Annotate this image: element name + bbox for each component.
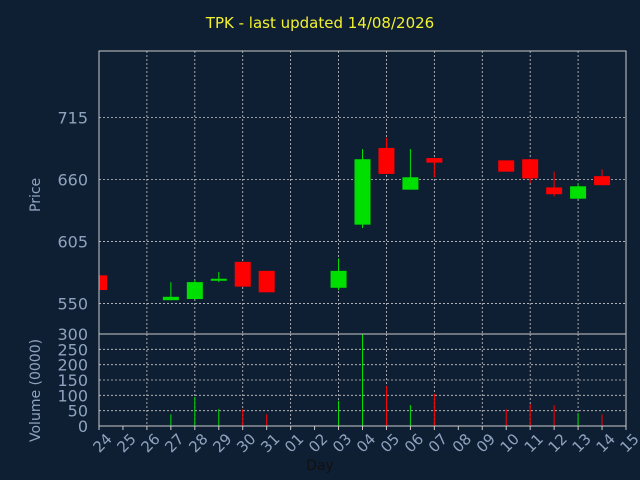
x-tick-label: 29 <box>209 430 235 456</box>
x-axis: 2425262728293031010203040506070809101112… <box>90 426 640 456</box>
x-tick-label: 02 <box>305 430 331 456</box>
volume-axis-label: Volume (0000) <box>28 338 44 442</box>
candle-body <box>99 275 107 291</box>
x-tick-label: 14 <box>593 430 619 456</box>
volume-tick-label: 100 <box>57 386 88 405</box>
x-tick-label: 10 <box>497 430 523 456</box>
x-tick-label: 06 <box>401 430 427 456</box>
x-tick-label: 28 <box>185 430 211 456</box>
x-tick-label: 15 <box>617 430 640 456</box>
x-tick-label: 08 <box>449 430 475 456</box>
x-tick-label: 13 <box>569 430 595 456</box>
x-tick-label: 24 <box>90 430 116 456</box>
x-tick-label: 09 <box>473 430 499 456</box>
x-tick-label: 04 <box>353 430 379 456</box>
chart-title: TPK - last updated 14/08/2026 <box>205 14 435 32</box>
volume-tick-label: 300 <box>57 325 88 344</box>
volume-tick-label: 150 <box>57 371 88 390</box>
candle-body <box>186 282 203 300</box>
candle-body <box>594 176 611 186</box>
price-tick-label: 550 <box>57 295 88 314</box>
candle-body <box>546 187 563 195</box>
candle-body <box>354 159 371 225</box>
price-axis: 550 605 660 715 <box>57 109 88 314</box>
candle-body <box>570 186 587 199</box>
x-tick-label: 26 <box>137 430 163 456</box>
x-tick-label: 11 <box>521 430 547 456</box>
candle-body <box>498 160 515 172</box>
price-axis-label: Price <box>28 177 44 212</box>
price-tick-label: 605 <box>57 233 88 252</box>
x-tick-label: 05 <box>377 430 403 456</box>
candle-body <box>426 158 443 163</box>
x-tick-label: 07 <box>425 430 451 456</box>
candle-body <box>210 278 227 281</box>
price-tick-label: 660 <box>57 171 88 190</box>
volume-tick-label: 0 <box>78 417 88 436</box>
price-tick-label: 715 <box>57 109 88 128</box>
x-tick-label: 31 <box>257 430 283 456</box>
x-axis-label: Day <box>306 458 334 474</box>
x-tick-label: 27 <box>161 430 187 456</box>
volume-panel-frame <box>98 333 627 427</box>
candle-body <box>402 177 419 190</box>
candle-body <box>330 270 347 288</box>
x-tick-label: 03 <box>329 430 355 456</box>
volume-tick-label: 50 <box>68 402 88 421</box>
volume-tick-label: 250 <box>57 340 88 359</box>
x-tick-label: 25 <box>113 430 139 456</box>
volume-tick-label: 200 <box>57 356 88 375</box>
x-tick-label: 12 <box>545 430 571 456</box>
x-tick-label: 30 <box>233 430 259 456</box>
candle-body <box>258 270 275 293</box>
x-tick-label: 01 <box>281 430 307 456</box>
candles <box>98 137 611 301</box>
volume-bars <box>170 334 603 426</box>
candle-body <box>234 261 251 287</box>
candle-body <box>378 147 395 174</box>
candle-body <box>162 296 179 301</box>
candle-body <box>522 159 539 179</box>
